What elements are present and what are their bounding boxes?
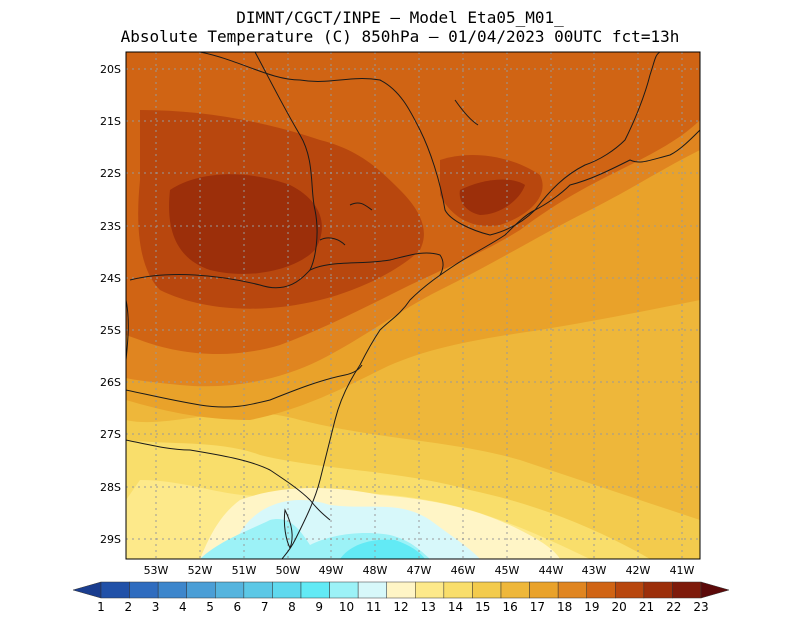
lat-tick-label: 26S — [100, 376, 121, 389]
map-frame — [125, 51, 701, 560]
colorbar-label: 16 — [502, 600, 517, 614]
lon-tick-label: 52W — [188, 564, 213, 577]
colorbar-label: 23 — [693, 600, 708, 614]
lat-tick-label: 23S — [100, 220, 121, 233]
lon-tick-label: 41W — [670, 564, 695, 577]
temperature-field — [126, 52, 700, 559]
colorbar-label: 17 — [530, 600, 545, 614]
state-border-sp-pr — [129, 252, 444, 289]
colorbar-swatch — [300, 581, 330, 599]
colorbar-swatch — [157, 581, 187, 599]
colorbar-swatch — [215, 581, 245, 599]
colorbar-swatch — [357, 581, 387, 599]
reservoir-2 — [349, 202, 373, 211]
lat-tick-label: 22S — [100, 167, 121, 180]
lon-tick-label: 50W — [276, 564, 301, 577]
lon-tick-label: 47W — [407, 564, 432, 577]
lat-axis: 20S 21S 22S 23S 24S 25S 26S 27S 28S 29S — [100, 63, 121, 546]
colorbar-swatch — [529, 581, 559, 599]
colorbar-label: 2 — [124, 600, 132, 614]
map-title-line-1: DIMNT/CGCT/INPE – Model Eta05_M01_ — [236, 8, 564, 27]
reservoir-1 — [319, 237, 346, 246]
colorbar-label: 21 — [639, 600, 654, 614]
lat-tick-label: 24S — [100, 272, 121, 285]
colorbar-swatch — [329, 581, 359, 599]
map-title-line-2: Absolute Temperature (C) 850hPa – 01/04/… — [120, 27, 680, 46]
coastline — [281, 129, 700, 559]
lon-tick-label: 48W — [363, 564, 388, 577]
colorbar-label: 8 — [288, 600, 296, 614]
colorbar-label: 13 — [421, 600, 436, 614]
state-border-mg-rj — [534, 52, 661, 211]
colorbar-swatch — [129, 581, 159, 599]
state-border-pr-sc — [126, 364, 363, 408]
lat-tick-label: 20S — [100, 63, 121, 76]
lat-tick-label: 28S — [100, 481, 121, 494]
lat-tick-label: 21S — [100, 115, 121, 128]
colorbar-label: 18 — [557, 600, 572, 614]
lat-tick-label: 25S — [100, 324, 121, 337]
colorbar-swatch — [615, 581, 645, 599]
reservoir-3 — [454, 99, 479, 126]
lon-tick-label: 53W — [144, 564, 169, 577]
colorbar-label: 5 — [206, 600, 214, 614]
colorbar-label: 1 — [97, 600, 105, 614]
colorbar-label: 6 — [234, 600, 242, 614]
lat-tick-label: 27S — [100, 428, 121, 441]
colorbar-label: 22 — [666, 600, 681, 614]
state-border-sc-rs — [126, 439, 331, 521]
state-border-ms-sp — [254, 52, 318, 271]
colorbar-swatch — [272, 581, 302, 599]
lagoa-dos-patos — [283, 508, 293, 550]
lon-tick-label: 46W — [451, 564, 476, 577]
colorbar-swatch — [443, 581, 473, 599]
colorbar-label: 12 — [393, 600, 408, 614]
colorbar-swatch — [415, 581, 445, 599]
colorbar-label: 19 — [584, 600, 599, 614]
colorbar-label: 15 — [475, 600, 490, 614]
colorbar-swatch — [586, 581, 616, 599]
colorbar-swatch — [500, 581, 530, 599]
colorbar-swatch — [186, 581, 216, 599]
field-band-20-east — [459, 179, 525, 215]
colorbar-label: 9 — [315, 600, 323, 614]
colorbar-label: 7 — [261, 600, 269, 614]
field-band-20 — [169, 174, 322, 274]
state-border-mg-sp — [199, 52, 536, 236]
colorbar-label: 3 — [152, 600, 160, 614]
colorbar-swatch — [557, 581, 587, 599]
colorbar-swatch — [243, 581, 273, 599]
lon-tick-label: 44W — [539, 564, 564, 577]
lon-gridlines — [155, 52, 683, 559]
lon-tick-label: 51W — [232, 564, 257, 577]
colorbar-label: 10 — [339, 600, 354, 614]
lat-tick-label: 29S — [100, 533, 121, 546]
colorbar-label: 11 — [366, 600, 381, 614]
lon-tick-label: 42W — [626, 564, 651, 577]
colorbar-low-arrow — [72, 581, 102, 599]
colorbar-label: 20 — [612, 600, 627, 614]
lon-tick-label: 45W — [495, 564, 520, 577]
colorbar-swatch — [100, 581, 130, 599]
colorbar-label: 4 — [179, 600, 187, 614]
field-band-9 — [340, 539, 425, 559]
colorbar: 1 2 3 4 5 6 7 8 9 10 11 12 13 14 15 16 17 18 19 20 21 22 23 — [72, 581, 730, 614]
lon-tick-label: 49W — [319, 564, 344, 577]
colorbar-swatch — [643, 581, 673, 599]
colorbar-swatch — [386, 581, 416, 599]
colorbar-swatch — [672, 581, 702, 599]
lon-axis: 53W 52W 51W 50W 49W 48W 47W 46W 45W 44W … — [144, 564, 695, 577]
colorbar-high-arrow — [700, 581, 730, 599]
lon-tick-label: 43W — [582, 564, 607, 577]
colorbar-label: 14 — [448, 600, 463, 614]
colorbar-swatch — [472, 581, 502, 599]
